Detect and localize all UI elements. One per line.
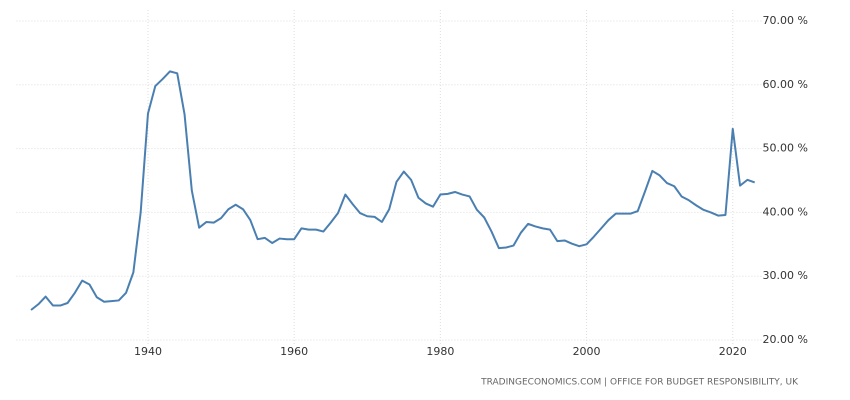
x-tick-label: 1940 — [134, 345, 162, 358]
y-tick-label: 40.00 % — [763, 205, 808, 218]
y-tick-label: 30.00 % — [763, 269, 808, 282]
x-tick-label: 2020 — [719, 345, 747, 358]
y-tick-label: 20.00 % — [763, 333, 808, 346]
y-tick-label: 50.00 % — [763, 142, 808, 155]
x-tick-label: 1980 — [426, 345, 454, 358]
source: TRADINGECONOMICS.COM | OFFICE FOR BUDGET… — [480, 378, 799, 388]
y-tick-label: 60.00 % — [763, 78, 808, 91]
data-line — [30, 70, 756, 311]
x-tick-label: 2000 — [573, 345, 601, 358]
x-tick-label: 1960 — [280, 345, 308, 358]
y-tick-label: 70.00 % — [763, 14, 808, 27]
